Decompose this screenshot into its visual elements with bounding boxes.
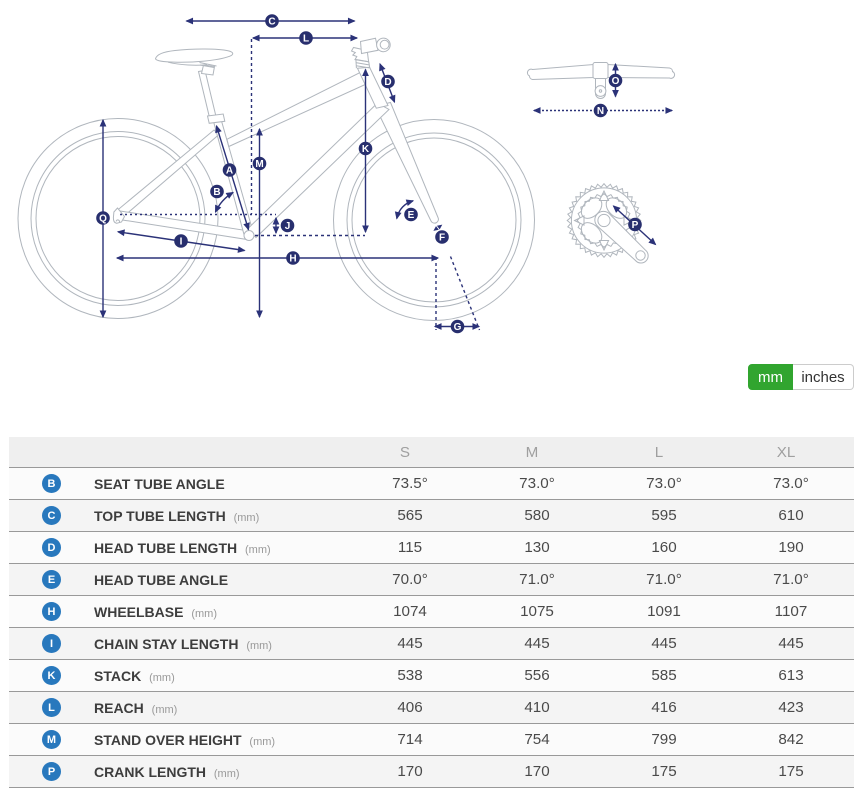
svg-text:I: I xyxy=(180,237,183,248)
svg-text:D: D xyxy=(384,77,391,88)
svg-text:P: P xyxy=(632,220,639,231)
svg-text:O: O xyxy=(612,76,620,87)
svg-text:N: N xyxy=(597,106,604,117)
svg-text:Q: Q xyxy=(99,214,107,225)
svg-text:J: J xyxy=(285,221,291,232)
svg-text:L: L xyxy=(303,34,309,45)
svg-text:E: E xyxy=(408,210,415,221)
svg-text:A: A xyxy=(226,166,233,177)
svg-text:G: G xyxy=(454,322,462,333)
svg-text:K: K xyxy=(362,144,370,155)
svg-text:H: H xyxy=(289,254,296,265)
svg-text:F: F xyxy=(439,233,445,244)
svg-text:M: M xyxy=(255,159,263,170)
svg-text:B: B xyxy=(213,187,220,198)
svg-text:C: C xyxy=(268,17,275,28)
